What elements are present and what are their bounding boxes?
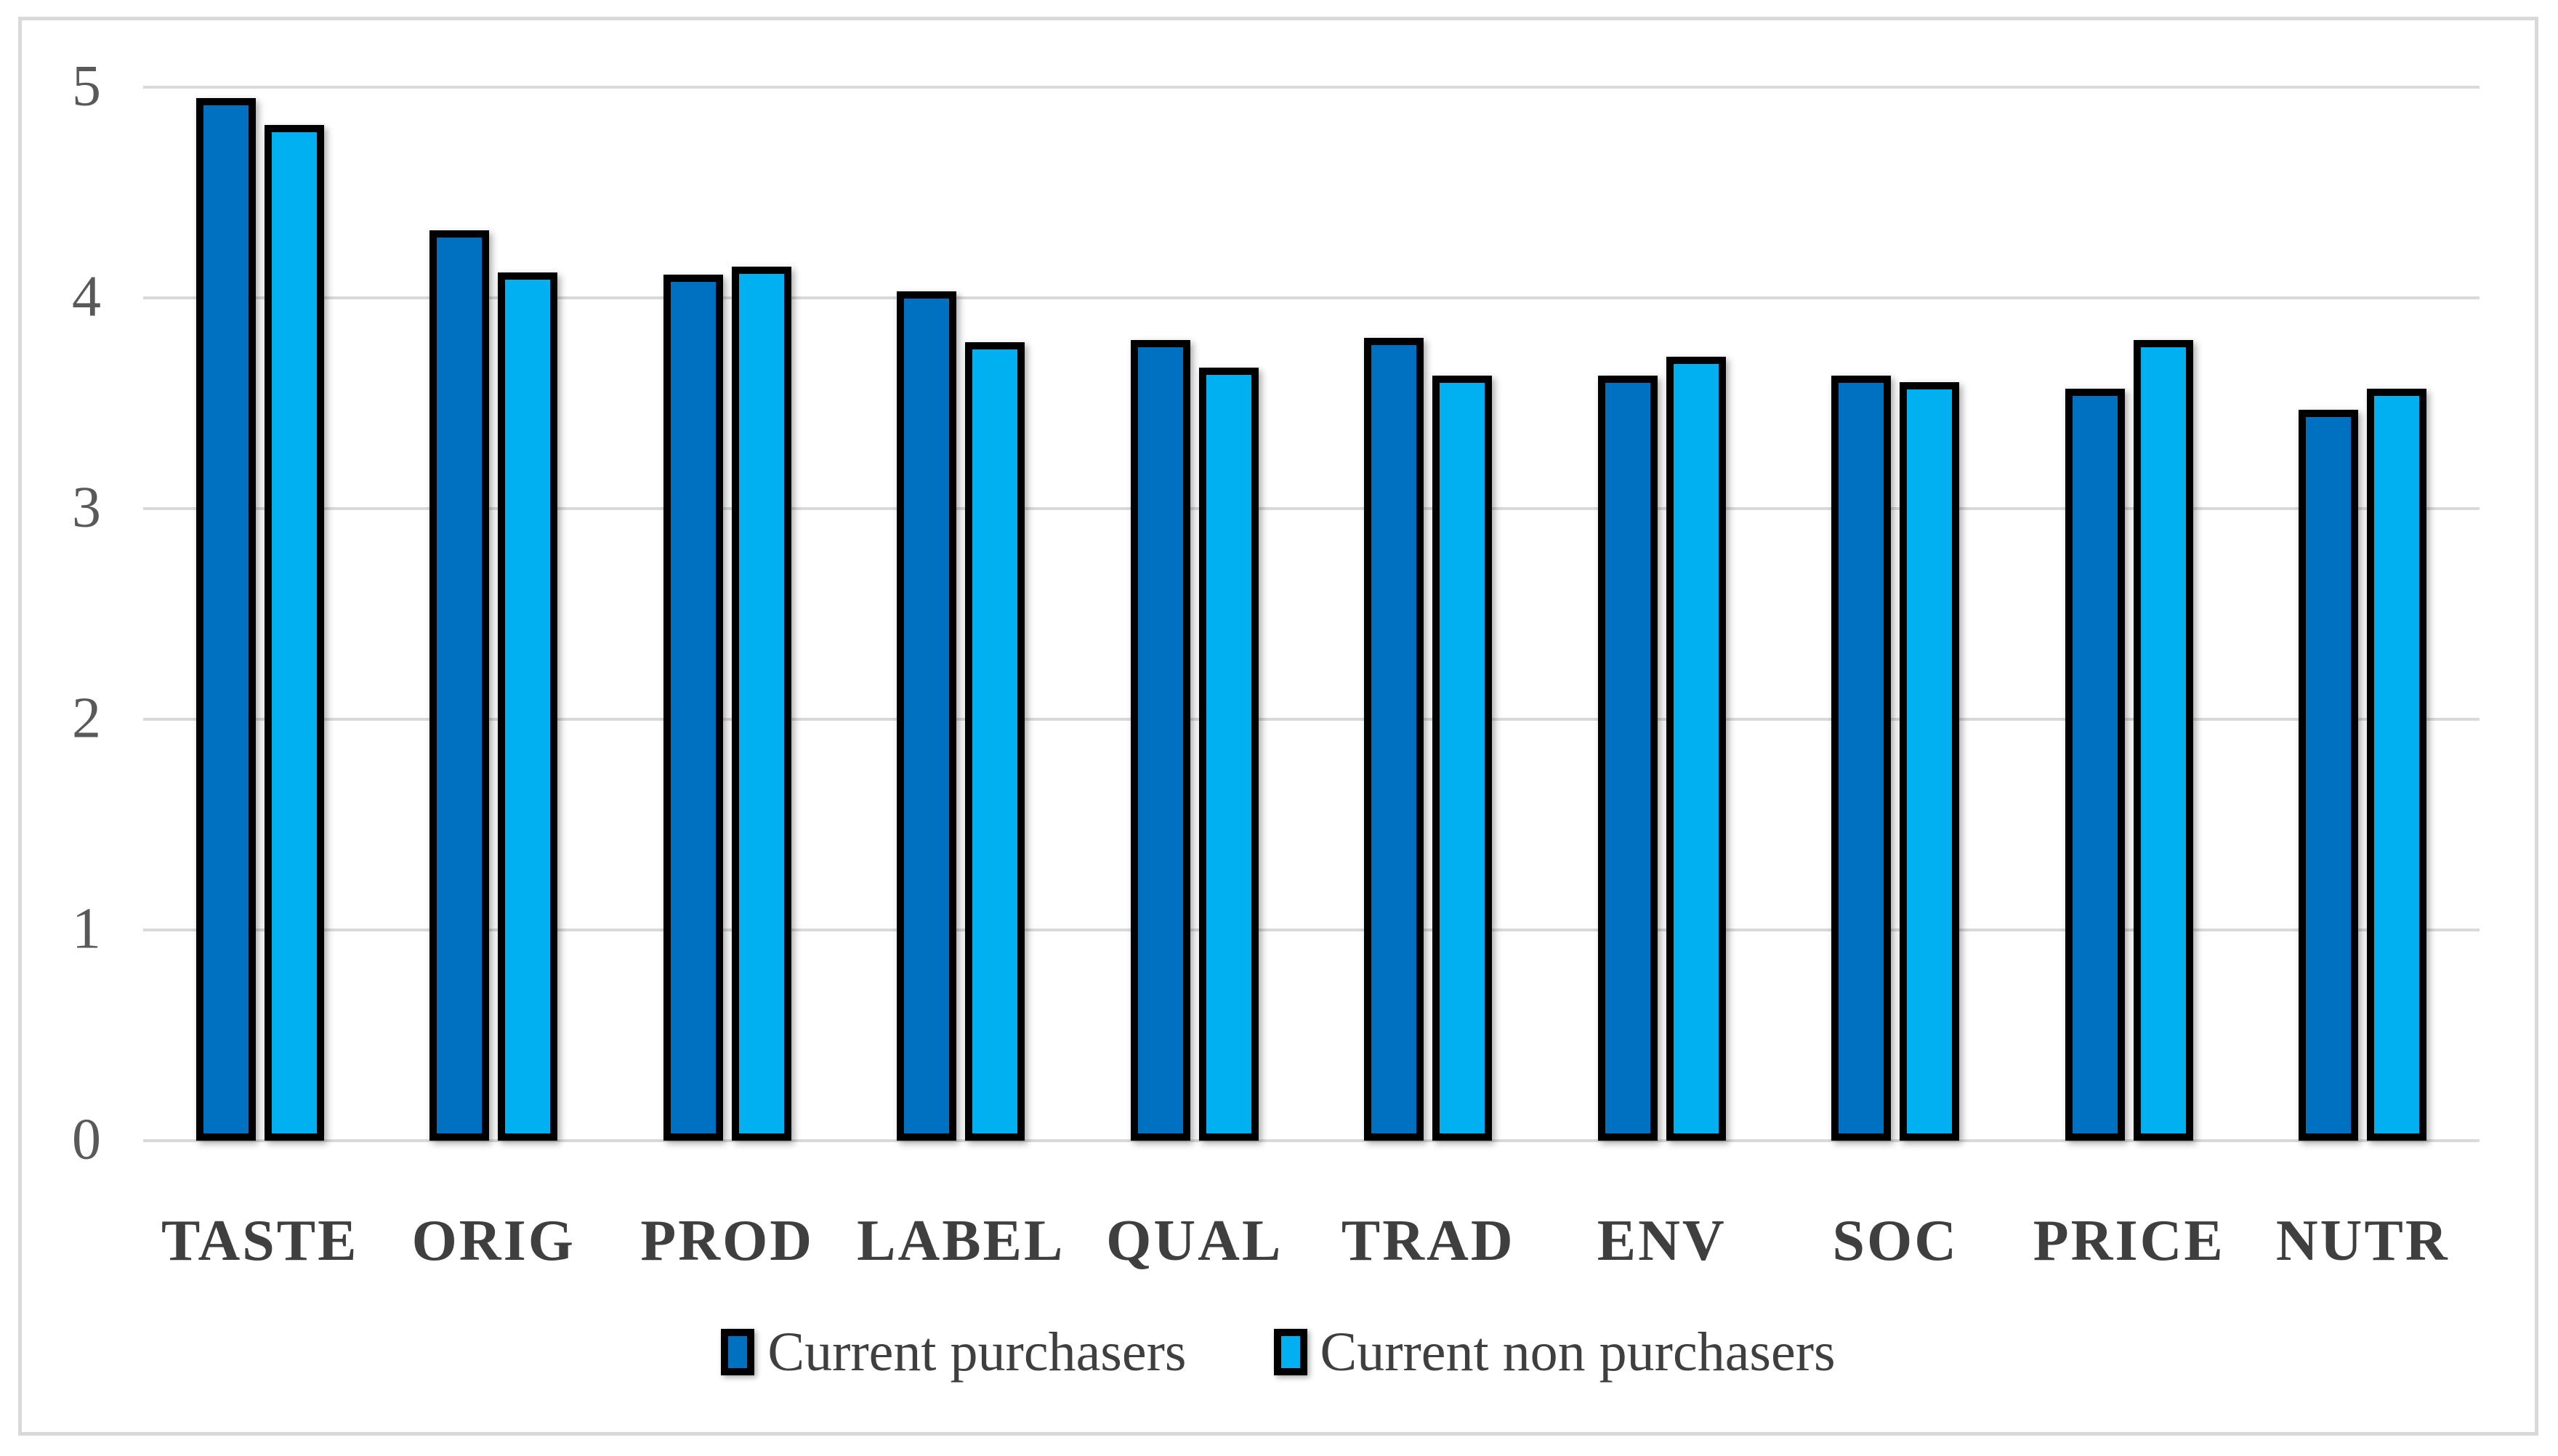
category-label-trad: TRAD (1341, 1209, 1515, 1273)
category-label-qual: QUAL (1106, 1209, 1283, 1273)
bar-current-non-purchasers-prod (731, 266, 791, 1141)
legend-item-current-non-purchasers: Current non purchasers (1273, 1322, 1836, 1383)
legend: Current purchasers Current non purchasers (22, 1324, 2535, 1380)
category-label-orig: ORIG (411, 1209, 576, 1273)
bar-current-non-purchasers-orig (498, 272, 558, 1141)
gridline-y-2 (143, 718, 2480, 721)
bar-current-purchasers-orig (429, 230, 490, 1141)
category-label-nutr: NUTR (2275, 1209, 2450, 1273)
gridline-y-3 (143, 507, 2480, 510)
bar-groups (143, 87, 2480, 1141)
bar-current-purchasers-nutr (2299, 409, 2359, 1141)
bar-group-taste (143, 87, 377, 1141)
bar-current-purchasers-env (1597, 376, 1658, 1141)
y-tick-label: 5 (72, 54, 101, 118)
bar-group-qual (1078, 87, 1312, 1141)
y-tick-label: 4 (72, 264, 101, 329)
bar-current-non-purchasers-nutr (2367, 388, 2427, 1141)
y-tick-label: 2 (72, 686, 101, 751)
bar-current-non-purchasers-qual (1198, 367, 1259, 1141)
y-tick-label: 1 (72, 897, 101, 961)
x-axis-labels: TASTE ORIG PROD LABEL QUAL TRAD ENV SOC PRICE NUT… (143, 1212, 2480, 1270)
gridline-y-0 (143, 1139, 2480, 1142)
bar-current-non-purchasers-label (965, 341, 1025, 1141)
bar-current-non-purchasers-soc (1900, 382, 1960, 1141)
y-tick-label: 3 (72, 475, 101, 540)
bar-current-non-purchasers-trad (1432, 376, 1493, 1141)
bar-group-trad (1312, 87, 1546, 1141)
category-label-taste: TASTE (161, 1209, 359, 1273)
category-label-prod: PROD (640, 1209, 815, 1273)
chart-frame: 0 1 2 3 4 5 TASTE ORIG PROD LABEL QUAL TRAD ENV SOC P… (18, 17, 2538, 1436)
bar-group-prod (610, 87, 844, 1141)
bar-current-purchasers-qual (1130, 340, 1190, 1141)
bar-current-purchasers-trad (1364, 338, 1424, 1141)
bar-current-purchasers-prod (663, 275, 723, 1141)
category-label-label: LABEL (857, 1209, 1065, 1273)
gridline-y-1 (143, 929, 2480, 931)
category-label-price: PRICE (2033, 1209, 2225, 1273)
bar-current-purchasers-price (2065, 388, 2125, 1141)
bar-group-env (1545, 87, 1779, 1141)
legend-item-current-purchasers: Current purchasers (721, 1322, 1187, 1383)
bar-current-non-purchasers-env (1666, 357, 1726, 1141)
legend-label-current-non-purchasers: Current non purchasers (1320, 1322, 1836, 1383)
y-tick-label: 0 (72, 1107, 101, 1172)
category-label-soc: SOC (1832, 1209, 1958, 1273)
category-label-env: ENV (1597, 1209, 1727, 1273)
gridline-y-5 (143, 86, 2480, 89)
bar-group-orig (377, 87, 611, 1141)
bar-group-label (844, 87, 1078, 1141)
bar-current-non-purchasers-taste (264, 125, 324, 1141)
legend-swatch-current-purchasers (721, 1329, 755, 1375)
bar-group-nutr (2246, 87, 2480, 1141)
bar-current-purchasers-taste (195, 97, 256, 1141)
gridline-y-4 (143, 296, 2480, 299)
bar-current-purchasers-label (897, 291, 957, 1141)
bar-group-soc (1779, 87, 2013, 1141)
legend-label-current-purchasers: Current purchasers (767, 1322, 1187, 1383)
bar-current-purchasers-soc (1831, 376, 1892, 1141)
legend-swatch-current-non-purchasers (1273, 1329, 1307, 1375)
bar-group-price (2012, 87, 2246, 1141)
bar-current-non-purchasers-price (2133, 340, 2193, 1141)
